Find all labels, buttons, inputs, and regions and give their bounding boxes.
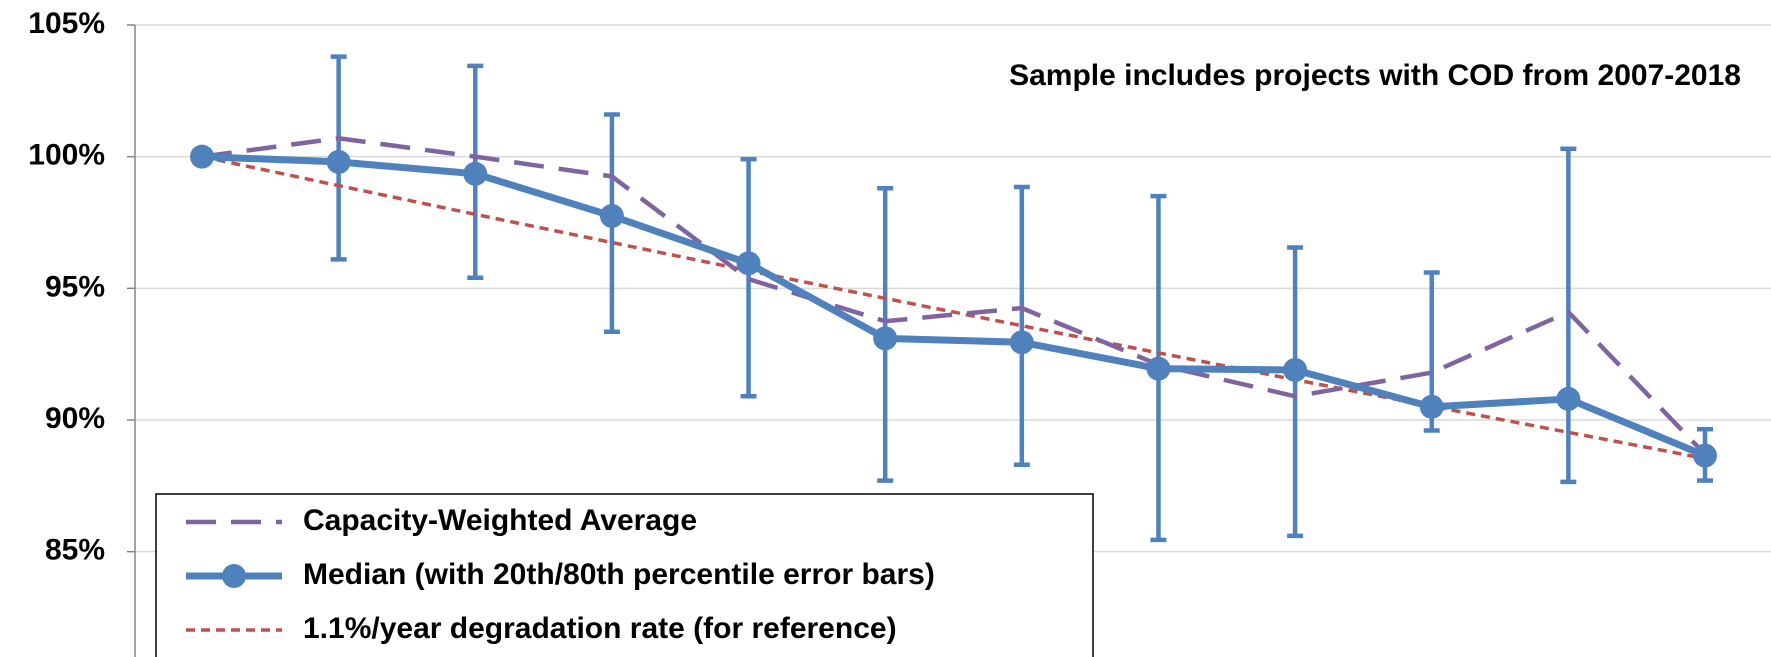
y-tick-label: 95% [45, 270, 105, 303]
error-bar [1560, 146, 1577, 485]
y-tick-label: 100% [28, 139, 105, 172]
legend: Capacity-Weighted Average Median (with 20… [155, 493, 1094, 657]
error-bar [740, 157, 757, 399]
data-point [1283, 357, 1308, 382]
y-tick-label: 105% [28, 7, 105, 40]
y-tick-label: 90% [45, 402, 105, 435]
data-point [873, 326, 898, 351]
data-point [1693, 443, 1717, 468]
annotation: Sample includes projects with COD from 2… [1009, 59, 1741, 92]
error-bar [1287, 245, 1304, 539]
data-point [736, 251, 761, 276]
data-point [1556, 386, 1581, 411]
series-line [201, 153, 1707, 459]
data-point [463, 161, 488, 186]
legend-label: 1.1%/year degradation rate (for referenc… [303, 612, 897, 645]
data-point [190, 144, 214, 169]
series-line [201, 154, 1706, 461]
data-point [1009, 330, 1034, 355]
legend-label: Capacity-Weighted Average [303, 504, 697, 537]
data-point [599, 203, 624, 228]
y-tick-label: 85% [45, 534, 105, 567]
series-line [201, 135, 1707, 456]
legend-label: Median (with 20th/80th percentile error … [303, 558, 935, 591]
data-point [326, 149, 351, 174]
error-bar [1013, 184, 1030, 468]
data-point [1146, 356, 1171, 381]
legend-box [155, 493, 1094, 657]
data-point [1419, 394, 1444, 419]
legend-marker [222, 564, 246, 588]
